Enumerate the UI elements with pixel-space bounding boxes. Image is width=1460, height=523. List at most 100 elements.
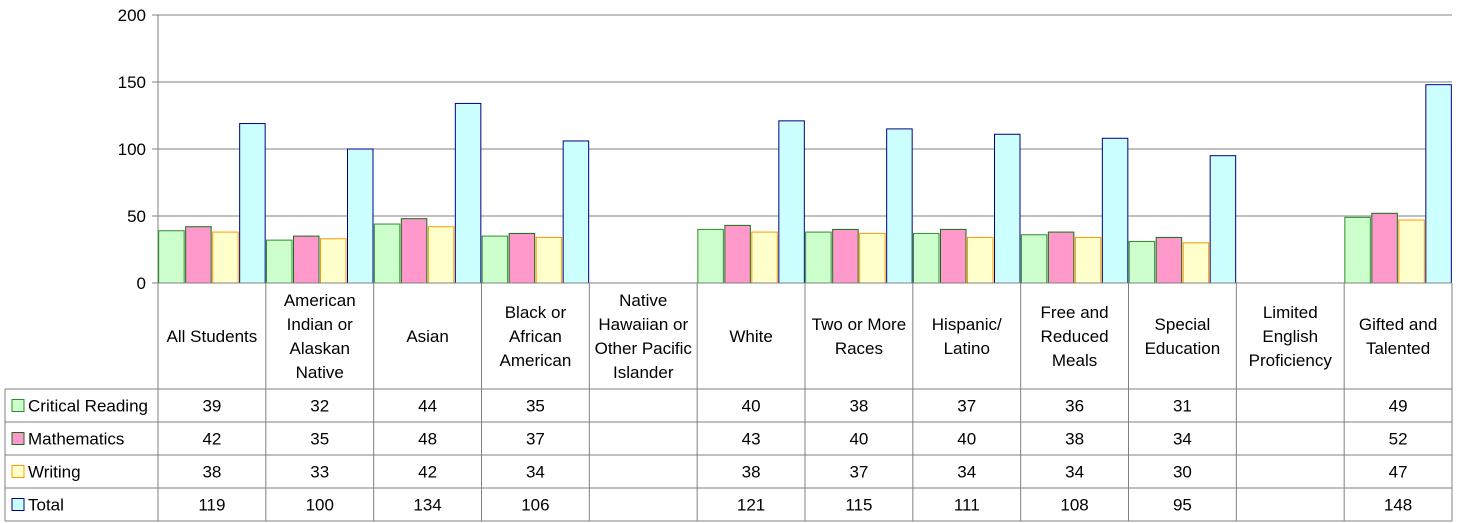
- table-cell-value: 40: [957, 430, 976, 449]
- table-cell-value: 40: [742, 397, 761, 416]
- bar-total: [347, 148, 374, 284]
- table-cell-value: 115: [845, 496, 872, 515]
- bar-critical-reading: [913, 232, 940, 284]
- bar-mathematics: [940, 228, 967, 284]
- table-cell-value: 34: [526, 463, 545, 482]
- bar-writing: [535, 236, 563, 284]
- table-cell-value: 38: [849, 397, 868, 416]
- legend-label: Critical Reading: [28, 397, 148, 416]
- category-label: Black or African American: [500, 303, 572, 370]
- legend-key-total: [11, 498, 25, 511]
- table-cell-value: 121: [737, 496, 765, 515]
- table-cell-value: 39: [202, 397, 221, 416]
- table-cell-value: 32: [310, 397, 329, 416]
- table-cell-value: 35: [310, 430, 329, 449]
- bar-mathematics: [1155, 236, 1183, 284]
- bar-critical-reading: [481, 235, 509, 284]
- legend-key-critical-reading: [11, 399, 25, 412]
- table-cell-value: 34: [1065, 463, 1084, 482]
- bar-writing: [859, 232, 886, 284]
- bar-mathematics: [400, 218, 428, 284]
- bar-mathematics: [1047, 231, 1075, 284]
- table-cell-value: 34: [957, 463, 976, 482]
- bar-critical-reading: [158, 230, 185, 284]
- bar-total: [454, 102, 482, 284]
- bar-mathematics: [185, 226, 212, 284]
- legend-key-mathematics: [11, 432, 25, 445]
- table-cell-value: 49: [1389, 397, 1408, 416]
- bar-writing: [1398, 219, 1425, 284]
- bar-mathematics: [724, 224, 751, 284]
- bar-total: [778, 120, 805, 284]
- table-cell-value: 119: [198, 496, 225, 515]
- table-cell-value: 111: [954, 496, 980, 515]
- table-cell-value: 34: [1173, 430, 1192, 449]
- y-tick-label: 100: [118, 140, 146, 159]
- category-label: Hispanic/Latino: [932, 315, 1002, 358]
- table-cell-value: 38: [742, 463, 761, 482]
- category-label: Limited English Proficiency: [1249, 303, 1333, 370]
- legend-label: Total: [28, 496, 64, 515]
- table-cell-value: 30: [1173, 463, 1192, 482]
- table-cell-value: 42: [418, 463, 437, 482]
- table-cell-value: 48: [418, 430, 437, 449]
- bar-writing: [427, 226, 455, 284]
- table-cell-value: 106: [521, 496, 549, 515]
- bar-writing: [1182, 242, 1210, 284]
- table-cell-value: 47: [1389, 463, 1408, 482]
- table-cell-value: 148: [1384, 496, 1412, 515]
- table-cell-value: 38: [202, 463, 221, 482]
- table-cell-value: 52: [1389, 430, 1408, 449]
- category-label: White: [729, 327, 772, 346]
- bar-critical-reading: [697, 228, 724, 284]
- table-cell-value: 95: [1173, 496, 1192, 515]
- y-tick-label: 50: [127, 207, 146, 226]
- bar-writing: [320, 238, 347, 284]
- table-cell-value: 37: [849, 463, 868, 482]
- bar-critical-reading: [1020, 234, 1048, 284]
- bar-writing: [751, 231, 778, 284]
- bar-total: [562, 140, 590, 284]
- bar-mathematics: [832, 228, 859, 284]
- bar-writing: [1074, 236, 1102, 284]
- table-cell-value: 43: [742, 430, 761, 449]
- table-cell-value: 108: [1060, 496, 1088, 515]
- legend-label: Mathematics: [28, 430, 124, 449]
- category-label: Asian: [406, 327, 449, 346]
- y-tick-label: 0: [137, 274, 146, 293]
- table-cell-value: 38: [1065, 430, 1084, 449]
- bar-critical-reading: [1344, 216, 1371, 284]
- y-tick-label: 200: [118, 6, 146, 25]
- bar-total: [1101, 137, 1129, 284]
- bar-writing: [967, 236, 994, 284]
- category-label: American Indian or Alaskan Native: [284, 291, 356, 382]
- table-cell-value: 37: [526, 430, 545, 449]
- table-cell-value: 31: [1173, 397, 1192, 416]
- legend-key-writing: [11, 465, 25, 478]
- bar-total: [994, 133, 1021, 284]
- category-label: Special Education: [1145, 315, 1221, 358]
- y-tick-label: 150: [118, 73, 146, 92]
- bar-mathematics: [1371, 212, 1398, 284]
- bar-critical-reading: [805, 231, 832, 284]
- bar-mathematics: [293, 235, 320, 284]
- bar-critical-reading: [266, 239, 293, 284]
- bar-total: [886, 128, 913, 284]
- bar-critical-reading: [373, 223, 401, 284]
- table-cell-value: 42: [202, 430, 221, 449]
- bar-total: [1209, 155, 1237, 284]
- category-label: All Students: [167, 327, 258, 346]
- table-cell-value: 36: [1065, 397, 1084, 416]
- bar-total: [239, 123, 266, 284]
- table-cell-value: 37: [957, 397, 976, 416]
- legend-label: Writing: [28, 463, 81, 482]
- table-cell-value: 44: [418, 397, 437, 416]
- table-cell-value: 100: [306, 496, 334, 515]
- table-cell-value: 35: [526, 397, 545, 416]
- category-label: Native Hawaiian or Other Pacific Islander: [595, 291, 693, 382]
- category-label: Gifted and Talented: [1359, 315, 1437, 358]
- category-label: Two or More Races: [812, 315, 906, 358]
- category-label: Free and Reduced Meals: [1041, 303, 1109, 370]
- bar-writing: [212, 231, 239, 284]
